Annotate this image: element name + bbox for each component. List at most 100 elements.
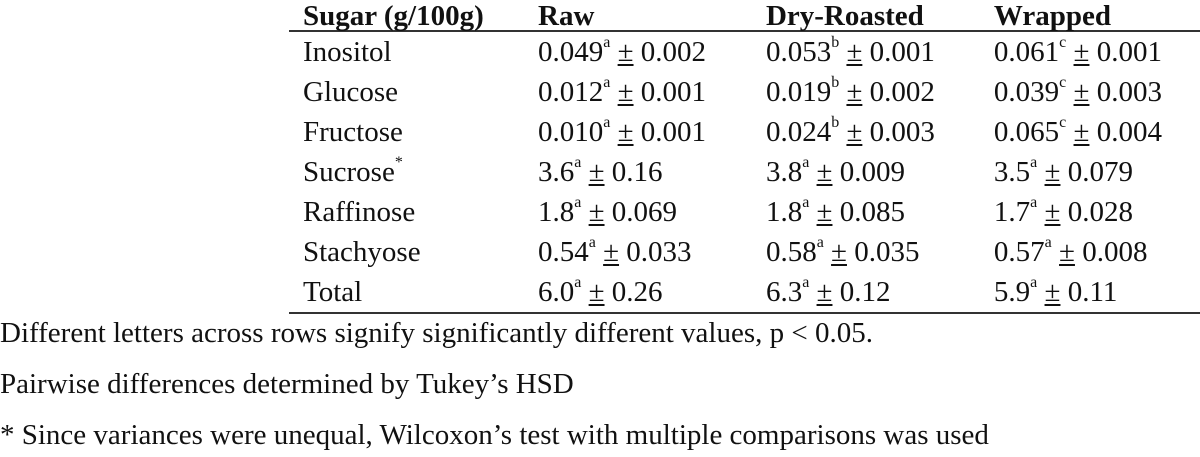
significance-letter: a — [1030, 154, 1038, 172]
value-cell-dry-roasted: 0.024b ± 0.003 — [766, 112, 994, 152]
plus-minus-sign: ± — [1044, 196, 1061, 228]
sd-value: 0.002 — [869, 76, 935, 108]
mean-value: 0.54 — [538, 236, 589, 268]
sugar-name: Sucrose — [303, 156, 395, 188]
value-cell-raw: 1.8a ± 0.069 — [538, 192, 766, 232]
value-cell-wrapped: 0.061c ± 0.001 — [994, 31, 1200, 72]
significance-letter: a — [574, 274, 582, 292]
sd-value: 0.001 — [869, 36, 935, 68]
plus-minus-sign: ± — [846, 116, 863, 148]
plus-minus-sign: ± — [588, 196, 605, 228]
significance-letter: a — [603, 74, 611, 92]
sugar-content-table: Sugar (g/100g) Raw Dry-Roasted Wrapped I… — [289, 0, 1200, 314]
mean-value: 0.019 — [765, 76, 832, 108]
sd-value: 0.069 — [611, 196, 678, 228]
mean-value: 6.3 — [765, 276, 803, 308]
value-cell-raw: 0.049a ± 0.002 — [538, 31, 766, 72]
mean-value: 1.7 — [993, 196, 1031, 228]
significance-letter: c — [1059, 114, 1067, 132]
sugar-name-cell: Sucrose* — [289, 152, 538, 192]
sd-value: 0.12 — [839, 276, 891, 308]
mean-value: 3.5 — [993, 156, 1031, 188]
significance-letter: a — [1030, 194, 1038, 212]
value-cell-wrapped: 5.9a ± 0.11 — [994, 272, 1200, 313]
significance-letter: b — [831, 114, 840, 132]
plus-minus-sign: ± — [617, 116, 634, 148]
sugar-name: Raffinose — [303, 196, 416, 228]
sd-value: 0.035 — [854, 236, 920, 268]
plus-minus-sign: ± — [1073, 36, 1090, 68]
plus-minus-sign: ± — [588, 156, 605, 188]
plus-minus-sign: ± — [831, 236, 847, 268]
value-cell-wrapped: 0.065c ± 0.004 — [994, 112, 1200, 152]
mean-value: 1.8 — [765, 196, 803, 228]
mean-value: 0.58 — [765, 236, 817, 268]
mean-value: 0.061 — [993, 36, 1060, 68]
sd-value: 0.004 — [1096, 116, 1162, 148]
significance-letter: c — [1059, 34, 1067, 52]
table-row: Fructose 0.010a ± 0.001 0.024b ± 0.003 0.06… — [289, 112, 1200, 152]
value-cell-raw: 3.6a ± 0.16 — [538, 152, 766, 192]
mean-value: 0.57 — [993, 236, 1045, 268]
sd-value: 0.008 — [1082, 236, 1148, 268]
value-cell-wrapped: 3.5a ± 0.079 — [994, 152, 1200, 192]
value-cell-dry-roasted: 3.8a ± 0.009 — [766, 152, 994, 192]
sd-value: 0.003 — [869, 116, 935, 148]
note-wilcoxon: * Since variances were unequal, Wilcoxon… — [0, 419, 989, 451]
significance-letter: a — [574, 194, 582, 212]
significance-letter: a — [603, 34, 611, 52]
sd-value: 0.033 — [626, 236, 692, 268]
significance-letter: a — [802, 194, 810, 212]
table-header-row: Sugar (g/100g) Raw Dry-Roasted Wrapped — [289, 0, 1200, 31]
sugar-name-cell: Fructose — [289, 112, 538, 152]
sd-value: 0.001 — [640, 76, 707, 108]
sd-value: 0.16 — [611, 156, 663, 188]
significance-letter: a — [603, 114, 611, 132]
plus-minus-sign: ± — [1044, 156, 1061, 188]
value-cell-dry-roasted: 0.58a ± 0.035 — [766, 232, 994, 272]
value-cell-raw: 6.0a ± 0.26 — [538, 272, 766, 313]
value-cell-dry-roasted: 0.019b ± 0.002 — [766, 72, 994, 112]
plus-minus-sign: ± — [1073, 116, 1090, 148]
value-cell-wrapped: 0.57a ± 0.008 — [994, 232, 1200, 272]
plus-minus-sign: ± — [1073, 76, 1090, 108]
mean-value: 0.024 — [765, 116, 832, 148]
sugar-name: Stachyose — [303, 236, 421, 268]
sd-value: 0.028 — [1067, 196, 1133, 228]
sd-value: 0.001 — [640, 116, 707, 148]
sugar-name-cell: Inositol — [289, 31, 538, 72]
plus-minus-sign: ± — [1044, 276, 1061, 308]
plus-minus-sign: ± — [816, 156, 833, 188]
table-row: Glucose 0.012a ± 0.001 0.019b ± 0.002 0.039… — [289, 72, 1200, 112]
header-dry-roasted: Dry-Roasted — [765, 0, 924, 32]
value-cell-dry-roasted: 1.8a ± 0.085 — [766, 192, 994, 232]
significance-letter: a — [588, 234, 596, 252]
sd-value: 0.001 — [1096, 36, 1162, 68]
plus-minus-sign: ± — [1059, 236, 1075, 268]
table-row: Inositol 0.049a ± 0.002 0.053b ± 0.001 0.06… — [289, 31, 1200, 72]
significance-letter: b — [831, 74, 840, 92]
table-body: Inositol 0.049a ± 0.002 0.053b ± 0.001 0.06… — [289, 31, 1200, 313]
value-cell-raw: 0.012a ± 0.001 — [538, 72, 766, 112]
mean-value: 3.6 — [538, 156, 575, 188]
header-raw: Raw — [538, 0, 595, 32]
sd-value: 0.079 — [1067, 156, 1133, 188]
sd-value: 0.009 — [839, 156, 905, 188]
value-cell-raw: 0.54a ± 0.033 — [538, 232, 766, 272]
significance-letter: a — [802, 154, 810, 172]
mean-value: 0.053 — [765, 36, 832, 68]
significance-letter: a — [816, 234, 824, 252]
sugar-name: Glucose — [303, 76, 399, 108]
sd-value: 0.26 — [611, 276, 663, 308]
value-cell-raw: 0.010a ± 0.001 — [538, 112, 766, 152]
sd-value: 0.085 — [839, 196, 905, 228]
sugar-name-cell: Glucose — [289, 72, 538, 112]
note-significance: Different letters across rows signify si… — [0, 317, 873, 349]
table-row: Total 6.0a ± 0.26 6.3 a ± 0.12 5.9a ± 0.11 — [289, 272, 1200, 313]
plus-minus-sign: ± — [617, 36, 634, 68]
value-cell-wrapped: 0.039c ± 0.003 — [994, 72, 1200, 112]
sugar-name: Total — [303, 276, 363, 308]
mean-value: 5.9 — [993, 276, 1031, 308]
plus-minus-sign: ± — [816, 276, 833, 308]
sugar-name-cell: Total — [289, 272, 538, 313]
